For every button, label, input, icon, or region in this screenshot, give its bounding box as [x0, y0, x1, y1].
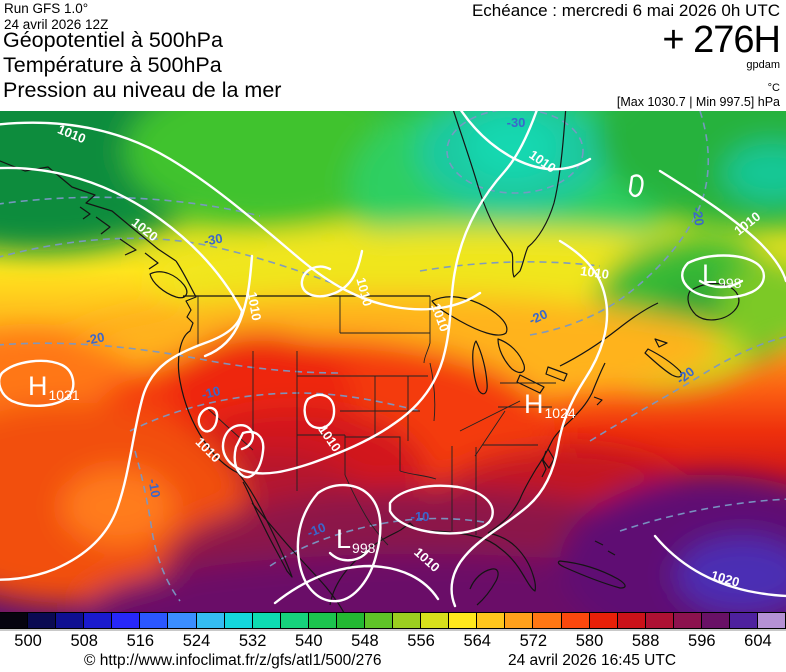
footer: © http://www.infoclimat.fr/z/gfs/atl1/50…	[0, 651, 786, 672]
geopotential-field	[0, 111, 786, 612]
colorbar-cell	[729, 612, 759, 629]
title-geopotential: Géopotentiel à 500hPa	[3, 28, 223, 52]
pressure-label: 1010	[353, 276, 375, 308]
unit-geopotential: gpdam	[746, 59, 780, 71]
colorbar-cell	[448, 612, 478, 629]
colorbar-cell	[504, 612, 534, 629]
coastlines	[0, 111, 740, 612]
colorbar-tick: 540	[295, 632, 323, 650]
colorbar-cell	[55, 612, 85, 629]
unit-temperature: °C	[767, 82, 780, 94]
colorbar-cell	[560, 612, 590, 629]
colorbar-cell	[588, 612, 618, 629]
colorbar-tick: 532	[238, 632, 267, 650]
minmax-pressure: [Max 1030.7 | Min 997.5] hPa	[616, 95, 780, 109]
temperature-label: -10	[200, 383, 222, 402]
temperature-label: -10	[145, 478, 163, 499]
colorbar-cell	[195, 612, 225, 629]
run-info: Run GFS 1.0° 24 avril 2026 12Z	[4, 1, 108, 33]
colorbar-cell	[167, 612, 197, 629]
colorbar-tick: 604	[744, 632, 772, 650]
colorbar-tick: 580	[575, 632, 604, 650]
header: Run GFS 1.0° 24 avril 2026 12Z Géopotent…	[0, 0, 786, 111]
colorbar-cell	[279, 612, 309, 629]
colorbar-cell	[364, 612, 394, 629]
colorbar-tick: 572	[519, 632, 548, 650]
colorbar-tick: 516	[126, 632, 155, 650]
isotherms	[0, 111, 786, 602]
temperature-label: -20	[690, 206, 707, 227]
colorbar-cell	[757, 612, 786, 629]
colorbar-tick: 556	[407, 632, 435, 650]
colorbar-cell	[476, 612, 506, 629]
colorbar-tick: 548	[351, 632, 379, 650]
colorbar-cell	[139, 612, 169, 629]
colorbar-cell	[700, 612, 731, 629]
colorbar-cell	[616, 612, 646, 629]
temperature-label: -20	[526, 306, 549, 328]
colorbar-cell	[307, 612, 337, 629]
colorbar-tick: 508	[70, 632, 98, 650]
map-svg: -30-30-20-20-20-20-10-10-10-10 101010201…	[0, 111, 786, 612]
colorbar-cell	[111, 612, 141, 629]
pressure-label: 1010	[579, 263, 610, 282]
weather-map: -30 -30 -20 -20 -20 -20 -10 -10 -10 -10 1010 1020 1…	[0, 111, 786, 612]
isobars	[0, 111, 786, 608]
temperature-label: -10	[411, 509, 430, 524]
colorbar-tick: 588	[631, 632, 660, 650]
colorbar-ticks: 500 508 516 524 532 540 548 556 564 572 580 588 596 6…	[0, 631, 786, 652]
colorbar-cell	[251, 612, 281, 629]
temperature-label: -20	[84, 329, 106, 348]
colorbar-tick: 500	[14, 632, 42, 650]
title-temperature: Température à 500hPa	[3, 53, 222, 77]
colorbar-cell	[0, 612, 29, 629]
colorbar-tick: 564	[463, 632, 491, 650]
forecast-info: Echéance : mercredi 6 mai 2026 0h UTC + …	[471, 1, 781, 109]
run-date: 24 avril 2026 12Z	[4, 17, 109, 32]
forecast-hour: + 276H	[662, 19, 781, 61]
geopotential-colorbar	[0, 612, 786, 631]
title-pressure: Pression au niveau de la mer	[3, 78, 282, 102]
temperature-label: -10	[305, 519, 328, 540]
colorbar-cell	[83, 612, 113, 629]
colorbar-cell	[420, 612, 450, 629]
colorbar-cell	[223, 612, 253, 629]
map-titles: Géopotentiel à 500hPa Température à 500h…	[3, 28, 281, 103]
colorbar-cell	[532, 612, 562, 629]
isotherm-labels: -30-30-20-20-20-20-10-10-10-10	[84, 115, 707, 540]
temperature-label: -30	[203, 231, 224, 249]
pressure-label: 1010	[245, 291, 265, 322]
valid-time: Echéance : mercredi 6 mai 2026 0h UTC	[471, 1, 780, 20]
colorbar-cell	[27, 612, 57, 629]
colorbar-tick: 596	[688, 632, 716, 650]
temperature-label: -30	[507, 115, 526, 130]
run-model: Run GFS 1.0°	[4, 1, 89, 16]
generation-datetime: 24 avril 2026 16:45 UTC	[508, 652, 677, 669]
colorbar-cell	[392, 612, 422, 629]
colorbar-tick: 524	[182, 632, 211, 650]
colorbar-cell	[335, 612, 366, 629]
colorbar-cell	[644, 612, 674, 629]
copyright-url: © http://www.infoclimat.fr/z/gfs/atl1/50…	[84, 652, 382, 669]
colorbar-cell	[672, 612, 702, 629]
